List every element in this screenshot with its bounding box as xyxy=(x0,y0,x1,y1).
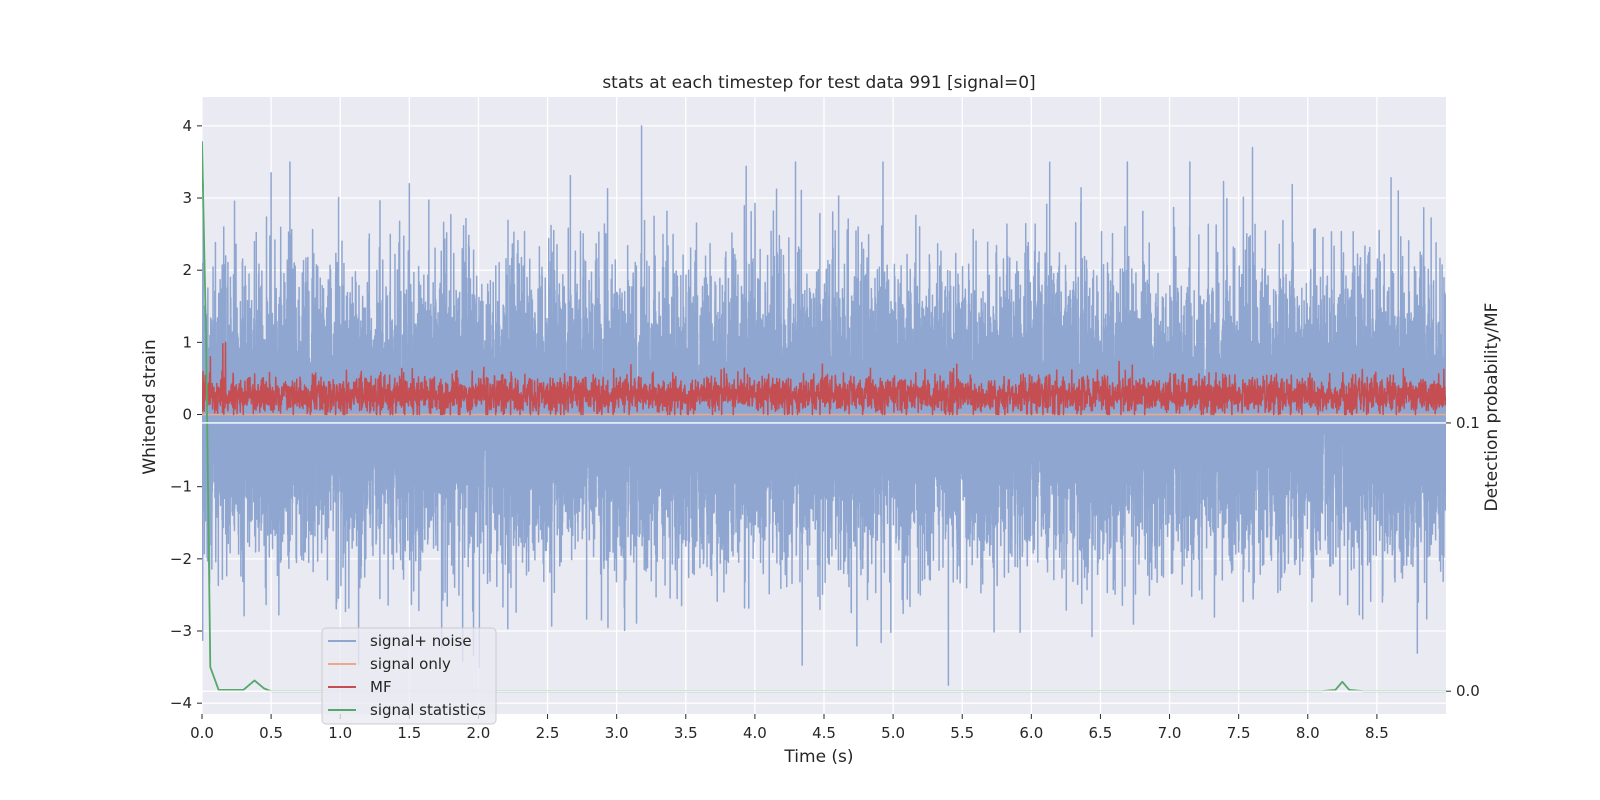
series-layer xyxy=(202,125,1446,693)
x-tick-label: 3.5 xyxy=(674,724,698,742)
y-tick-label: 3 xyxy=(182,189,192,207)
legend-box xyxy=(321,627,497,725)
x-tick-label: 5.0 xyxy=(881,724,905,742)
x-tick-label: 1.5 xyxy=(397,724,421,742)
legend: signal+ noise signal only MF signal statist… xyxy=(321,627,497,725)
series-signal-noise-line xyxy=(202,125,1446,686)
x-tick-label: 4.5 xyxy=(812,724,836,742)
y-ticks: 4 3 2 1 0 −1 −2 −3 −4 xyxy=(170,117,202,712)
x-tick-label: 2.0 xyxy=(467,724,491,742)
y2-axis-label: Detection probability/MF xyxy=(1482,303,1502,512)
y-tick-label: −1 xyxy=(170,478,192,496)
series-signal-statistics-line xyxy=(202,141,1446,693)
x-axis-label: Time (s) xyxy=(783,747,853,767)
legend-label: MF xyxy=(370,678,392,696)
y-tick-label: 2 xyxy=(182,261,192,279)
legend-label: signal statistics xyxy=(370,701,486,719)
y-tick-label: −3 xyxy=(170,622,192,640)
x-tick-label: 0.5 xyxy=(259,724,283,742)
legend-label: signal only xyxy=(370,655,451,673)
x-tick-label: 1.0 xyxy=(328,724,352,742)
x-tick-label: 0.0 xyxy=(190,724,214,742)
x-tick-label: 4.0 xyxy=(743,724,767,742)
y-tick-label: −2 xyxy=(170,550,192,568)
y-tick-label: 0 xyxy=(182,406,192,424)
x-tick-label: 3.0 xyxy=(605,724,629,742)
x-tick-label: 5.5 xyxy=(950,724,974,742)
y2-tick-label: 0.1 xyxy=(1456,414,1480,432)
y2-ticks: 0.1 0.0 xyxy=(1446,414,1480,700)
y-tick-label: 4 xyxy=(182,117,192,135)
series-mf-line xyxy=(202,341,1446,416)
x-tick-label: 8.0 xyxy=(1296,724,1320,742)
x-ticks: 0.0 0.5 1.0 1.5 2.0 2.5 3.0 3.5 4.0 4.5 5.0 5.5 6.0 6… xyxy=(190,714,1389,742)
y2-tick-label: 0.0 xyxy=(1456,682,1480,700)
x-tick-label: 7.5 xyxy=(1227,724,1251,742)
x-tick-label: 6.0 xyxy=(1019,724,1043,742)
x-tick-label: 7.0 xyxy=(1158,724,1182,742)
x-tick-label: 2.5 xyxy=(536,724,560,742)
x-tick-label: 8.5 xyxy=(1365,724,1389,742)
chart-title: stats at each timestep for test data 991… xyxy=(602,73,1035,93)
legend-label: signal+ noise xyxy=(370,632,472,650)
x-tick-label: 6.5 xyxy=(1089,724,1113,742)
y-tick-label: −4 xyxy=(170,694,192,712)
y-axis-label: Whitened strain xyxy=(140,339,160,474)
y-tick-label: 1 xyxy=(182,333,192,351)
